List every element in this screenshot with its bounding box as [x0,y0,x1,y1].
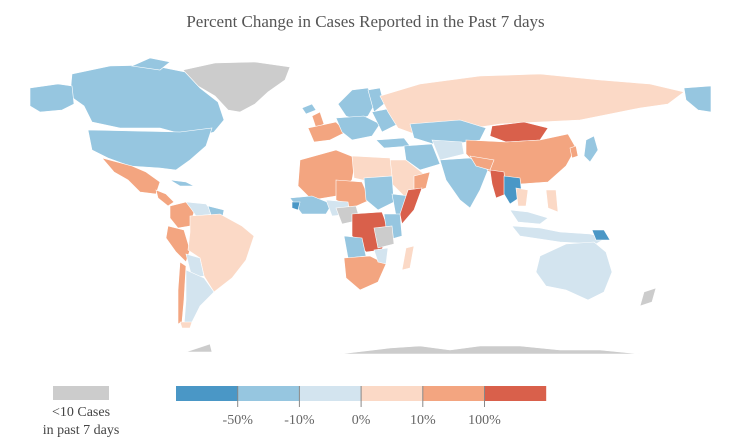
malaysia[interactable] [509,209,549,225]
new-zealand[interactable] [639,287,657,307]
color-scale-bins [176,386,547,401]
scandinavia[interactable] [337,87,377,121]
myanmar[interactable] [489,169,507,199]
no-data-swatch [53,386,109,400]
west-africa[interactable] [289,195,333,215]
color-bin-5 [484,386,547,401]
scale-tick-label: 0% [352,413,371,428]
zambia[interactable] [373,225,395,249]
australia[interactable] [535,241,613,301]
alaska[interactable] [29,83,75,113]
somalia[interactable] [399,187,423,225]
map-title: Percent Change in Cases Reported in the … [186,12,545,31]
peru[interactable] [165,225,191,263]
iceland[interactable] [301,103,317,115]
liberia[interactable] [291,201,301,211]
greenland[interactable] [182,61,291,113]
canada-arctic-islands[interactable] [130,57,171,71]
russia-far-east-tip[interactable] [683,85,712,113]
color-bin-0 [176,386,238,401]
central-asia[interactable] [431,139,465,161]
argentina[interactable] [183,269,215,327]
western-europe[interactable] [307,121,347,143]
no-data-sublabel: in past 7 days [42,423,120,438]
niger-chad[interactable] [335,179,371,209]
scale-tick-label: 10% [410,413,436,428]
mexico[interactable] [101,157,161,195]
argentina-south[interactable] [179,321,193,329]
kazakhstan[interactable] [409,119,487,147]
korea[interactable] [569,145,579,159]
central-europe[interactable] [335,115,381,141]
madagascar[interactable] [401,245,415,271]
color-bin-1 [237,386,300,401]
central-america[interactable] [155,189,175,207]
scale-tick-label: 100% [468,413,501,428]
japan[interactable] [583,135,599,163]
color-bin-2 [299,386,362,401]
iran[interactable] [403,143,441,171]
sudan[interactable] [363,175,395,211]
no-data-label: <10 Cases [51,405,111,420]
color-bin-4 [422,386,485,401]
papua-new-guinea[interactable] [591,229,611,241]
caribbean[interactable] [169,179,195,187]
scale-tick-label: -50% [223,413,254,428]
philippines[interactable] [545,189,559,213]
southern-africa[interactable] [343,255,387,291]
brazil[interactable] [187,213,255,293]
vietnam-cambodia[interactable] [515,187,529,207]
mozambique[interactable] [373,247,389,265]
scale-tick-label: -10% [284,413,315,428]
color-scale-ticks: -50% -10% 0% 10% 100% [223,386,501,428]
united-states[interactable] [87,127,213,171]
oman-yemen[interactable] [413,171,431,193]
antarctica[interactable] [185,343,641,355]
angola[interactable] [343,235,367,259]
united-kingdom[interactable] [311,111,325,129]
color-bin-3 [361,386,423,401]
